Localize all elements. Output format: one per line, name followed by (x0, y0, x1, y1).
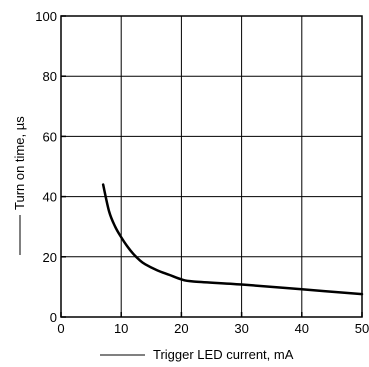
grid-lines (60, 15, 363, 318)
x-tick-label: 50 (355, 321, 369, 336)
y-tick-label: 100 (35, 9, 57, 24)
plot-area-frame (60, 15, 363, 318)
y-tick-label: 20 (43, 250, 57, 265)
x-axis-label: Trigger LED current, mA (153, 347, 294, 362)
x-tick-label: 40 (295, 321, 309, 336)
y-tick-label: 40 (43, 190, 57, 205)
series-line (101, 183, 364, 296)
x-tick-labels: 0 10 20 30 40 50 (57, 321, 369, 336)
y-tick-label: 0 (50, 310, 57, 325)
y-axis-label: Turn on time, µs (12, 116, 27, 210)
x-tick-label: 20 (174, 321, 188, 336)
x-tick-label: 30 (234, 321, 248, 336)
y-tick-label: 60 (43, 129, 57, 144)
y-tick-labels: 0 20 40 60 80 100 (35, 9, 57, 325)
x-tick-label: 10 (114, 321, 128, 336)
y-tick-label: 80 (43, 69, 57, 84)
x-tick-label: 0 (57, 321, 64, 336)
